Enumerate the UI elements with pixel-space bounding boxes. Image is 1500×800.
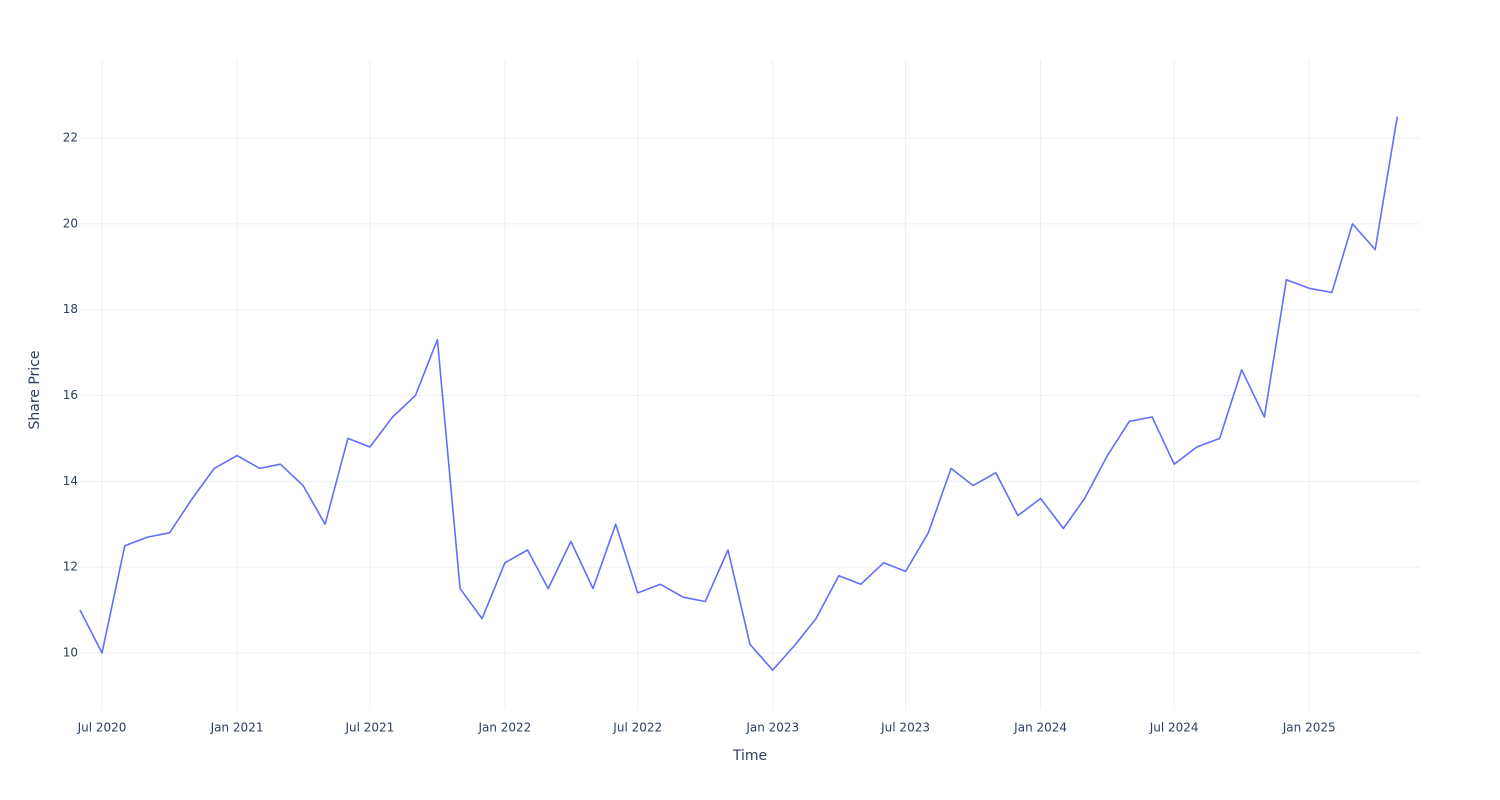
- y-tick-label: 14: [63, 474, 78, 488]
- x-tick-label: Jan 2025: [1282, 721, 1336, 735]
- x-tick-label: Jul 2020: [77, 721, 127, 735]
- y-tick-label: 12: [63, 560, 78, 574]
- price-line: [79, 116, 1399, 671]
- y-axis-title: Share Price: [27, 350, 43, 429]
- x-tick-label: Jul 2023: [880, 721, 930, 735]
- y-tick-label: 20: [63, 216, 78, 230]
- y-tick-label: 22: [63, 131, 78, 145]
- y-tick-label: 16: [63, 388, 78, 402]
- y-tick-label: 18: [63, 302, 78, 316]
- x-tick-label: Jan 2022: [477, 721, 531, 735]
- x-tick-label: Jul 2024: [1149, 721, 1199, 735]
- x-tick-label: Jul 2022: [612, 721, 662, 735]
- x-tick-label: Jan 2024: [1013, 721, 1067, 735]
- x-tick-label: Jul 2021: [344, 721, 394, 735]
- y-tick-label: 10: [63, 645, 78, 659]
- x-axis-title: Time: [732, 748, 767, 764]
- x-tick-label: Jan 2021: [210, 721, 264, 735]
- x-tick-label: Jan 2023: [745, 721, 799, 735]
